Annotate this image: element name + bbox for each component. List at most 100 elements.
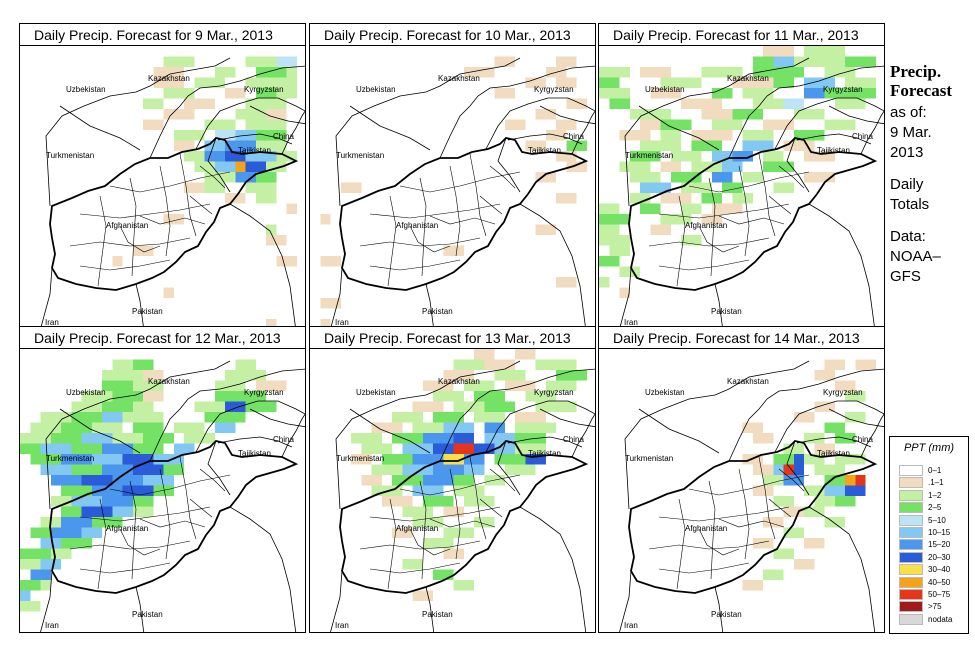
precip-cell — [30, 569, 51, 580]
country-label: Kyrgyzstan — [823, 85, 863, 94]
legend-swatch — [899, 601, 923, 613]
precip-cell — [453, 580, 474, 591]
country-border — [217, 436, 293, 448]
precip-cells — [20, 359, 287, 612]
precip-cells — [599, 46, 876, 298]
country-border — [808, 203, 876, 329]
country-border — [195, 97, 305, 150]
precip-cell — [194, 77, 226, 88]
precip-cell — [433, 443, 454, 454]
precip-cell — [143, 119, 164, 130]
precip-cell — [143, 475, 174, 486]
country-border — [217, 133, 293, 145]
precip-cell — [845, 391, 866, 402]
precip-cell — [681, 98, 722, 109]
country-label: Afghanistan — [685, 524, 727, 533]
precip-cell — [245, 56, 277, 67]
province-border — [139, 215, 206, 225]
country-border — [439, 65, 595, 159]
country-border — [229, 506, 297, 632]
country-border — [624, 360, 810, 510]
province-border — [429, 215, 496, 225]
precip-cell — [20, 443, 41, 454]
precip-cell — [91, 422, 123, 433]
legend-item: 20–30 — [899, 551, 969, 563]
precip-map: Uzbekistan Kazakhstan Kyrgyzstan ChinaTajik… — [320, 56, 595, 329]
precip-cell — [732, 193, 753, 204]
precip-cell — [535, 359, 577, 370]
precip-cell — [102, 380, 133, 391]
country-label: China — [852, 132, 873, 141]
precip-cell — [535, 224, 556, 235]
precip-cell — [845, 475, 856, 486]
province-border — [676, 498, 686, 590]
country-border — [519, 203, 587, 329]
country-label: Kazakhstan — [438, 377, 480, 386]
country-border — [539, 408, 595, 428]
country-border — [507, 133, 583, 145]
precip-cell — [732, 109, 764, 120]
precip-cell — [371, 422, 403, 433]
precip-cell — [814, 443, 835, 454]
country-border — [149, 65, 305, 159]
precip-cell — [214, 161, 236, 172]
precip-cell — [132, 401, 154, 412]
precip-cell — [71, 443, 103, 454]
precip-cell — [204, 119, 236, 130]
province-border — [159, 165, 171, 257]
precip-cell — [153, 454, 185, 465]
precip-cell — [824, 67, 856, 78]
precip-cell — [71, 412, 103, 423]
precip-cell — [30, 527, 51, 538]
precip-cell — [50, 475, 82, 486]
precip-cell — [443, 370, 475, 381]
precip-cell — [619, 161, 651, 172]
precip-cell — [40, 538, 61, 549]
precip-cell — [453, 433, 474, 444]
country-label: India — [262, 631, 280, 633]
precip-cell — [763, 517, 784, 528]
precip-cell — [214, 391, 267, 402]
country-border — [638, 408, 720, 454]
precip-cell — [163, 109, 195, 120]
legend-label: 0–1 — [928, 466, 942, 475]
as-of-label: as of: — [890, 104, 927, 121]
country-label: Tajikistan — [528, 146, 561, 155]
legend-swatch — [899, 589, 923, 600]
precip-cell — [266, 161, 287, 172]
country-label: Tajikistan — [817, 449, 850, 458]
country-label: Kyrgyzstan — [244, 388, 284, 397]
precip-cell — [793, 454, 805, 465]
legend-label: 10–15 — [928, 528, 951, 537]
precip-cell — [225, 370, 266, 381]
province-border — [409, 225, 451, 253]
legend-swatch — [899, 564, 923, 576]
precip-cell — [650, 224, 671, 235]
precip-cell — [804, 485, 825, 496]
country-label: Pakistan — [711, 610, 742, 619]
precip-cell — [752, 56, 774, 67]
province-border — [359, 540, 481, 550]
precip-cell — [20, 590, 31, 601]
side-info: Precip. Forecast as of: 9 Mar. 2013 Dail… — [890, 62, 952, 287]
province-border — [369, 203, 501, 219]
province-border — [708, 177, 716, 277]
province-border — [199, 468, 226, 492]
precip-cell — [681, 235, 702, 246]
precip-cell — [225, 401, 246, 412]
province-border — [449, 165, 461, 257]
legend-title: PPT (mm) — [903, 442, 955, 454]
country-border — [624, 57, 810, 207]
province-border — [189, 498, 213, 518]
precip-cell — [463, 454, 485, 465]
precip-cell — [773, 548, 794, 559]
precip-cell — [845, 485, 866, 496]
precip-cell — [422, 433, 454, 444]
panel-title: Daily Precip. Forecast for 10 Mar., 2013 — [310, 24, 595, 46]
country-border — [728, 65, 884, 159]
country-label: Uzbekistan — [356, 388, 396, 397]
precip-cell — [484, 422, 505, 433]
country-border — [330, 267, 343, 329]
precip-cell — [50, 527, 82, 538]
country-border — [40, 267, 53, 329]
